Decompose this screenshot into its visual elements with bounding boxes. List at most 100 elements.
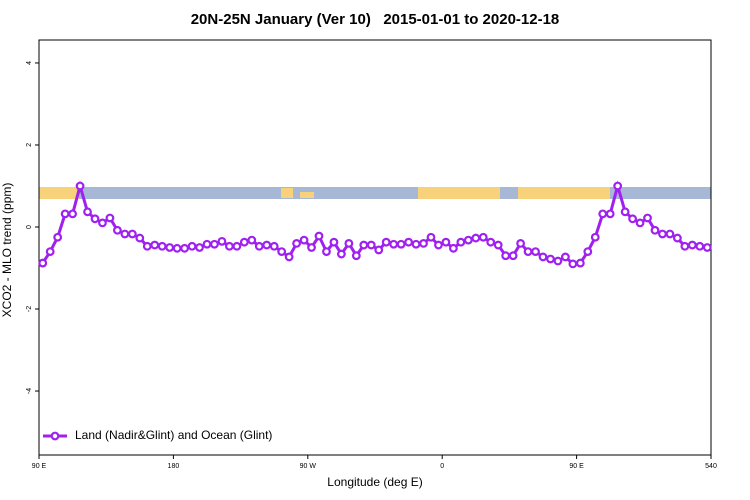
point	[180, 243, 190, 253]
point	[643, 213, 652, 223]
point	[590, 232, 600, 242]
point	[546, 254, 555, 264]
point	[658, 229, 667, 239]
point	[411, 239, 421, 249]
x-tick-label: 90 E	[32, 463, 47, 470]
point	[575, 258, 585, 268]
point	[389, 239, 399, 249]
point	[262, 240, 272, 250]
x-axis-label: Longitude (deg E)	[327, 475, 422, 489]
point	[493, 240, 503, 250]
point	[337, 249, 346, 259]
point	[299, 235, 309, 245]
point	[478, 232, 488, 242]
point	[75, 181, 85, 191]
point	[142, 241, 152, 251]
point	[441, 237, 451, 247]
point	[404, 237, 414, 247]
point	[628, 214, 637, 224]
point	[620, 207, 630, 217]
point	[247, 235, 257, 245]
y-tick-label: 4	[26, 61, 33, 65]
legend-marker	[50, 431, 60, 441]
point	[187, 241, 197, 251]
point	[665, 229, 675, 239]
point	[516, 238, 525, 248]
y-tick-label: 0	[26, 225, 33, 229]
point	[254, 241, 264, 251]
point	[105, 213, 115, 223]
point	[673, 233, 682, 243]
point	[419, 238, 428, 248]
point	[314, 231, 324, 241]
point	[307, 243, 316, 252]
point	[45, 247, 55, 257]
point	[90, 214, 100, 224]
x-tick-label: 540	[705, 463, 717, 470]
point	[583, 247, 593, 257]
point	[635, 218, 645, 228]
point	[463, 235, 473, 245]
point	[322, 247, 331, 257]
point	[695, 241, 705, 251]
point	[605, 209, 615, 219]
point	[687, 240, 697, 250]
point	[98, 218, 107, 228]
x-tick-label: 0	[440, 463, 444, 470]
point	[120, 229, 130, 239]
point	[157, 241, 167, 251]
point	[702, 243, 712, 252]
point	[366, 240, 376, 250]
point	[449, 243, 458, 253]
point	[224, 241, 234, 251]
point	[284, 252, 294, 262]
point	[232, 241, 242, 251]
point	[127, 229, 137, 239]
point	[613, 181, 623, 191]
point	[523, 247, 533, 257]
point	[381, 237, 391, 247]
point	[53, 232, 63, 242]
point	[202, 239, 212, 249]
point	[83, 207, 92, 217]
x-tick-label: 90 E	[569, 463, 584, 470]
y-tick-label: -2	[26, 306, 33, 312]
point	[195, 243, 204, 252]
point	[217, 236, 227, 246]
y-axis-label: XCO2 - MLO trend (ppm)	[0, 183, 14, 318]
point	[165, 243, 175, 252]
point	[650, 225, 660, 235]
point	[538, 252, 548, 262]
point	[210, 239, 219, 249]
point	[329, 237, 339, 247]
x-tick-label: 90 W	[300, 463, 317, 470]
point	[680, 241, 690, 251]
point	[112, 225, 122, 235]
y-tick-label: 2	[26, 143, 33, 147]
point	[486, 237, 496, 247]
point	[553, 256, 563, 266]
chart-title: 20N-25N January (Ver 10) 2015-01-01 to 2…	[191, 11, 560, 28]
point	[434, 240, 443, 250]
point	[396, 239, 406, 249]
point	[135, 233, 145, 243]
point	[60, 209, 70, 219]
point	[68, 209, 77, 219]
y-tick-label: -4	[26, 388, 33, 394]
point	[269, 241, 279, 251]
point	[568, 259, 578, 269]
point	[38, 258, 48, 268]
point	[150, 240, 160, 250]
point	[359, 240, 369, 250]
point	[561, 252, 570, 262]
point	[292, 238, 302, 248]
point	[501, 251, 511, 261]
point	[351, 251, 361, 261]
point	[471, 233, 481, 243]
point	[508, 251, 518, 261]
map-strip	[39, 187, 711, 199]
point	[344, 238, 354, 248]
legend-label: Land (Nadir&Glint) and Ocean (Glint)	[75, 428, 272, 442]
point	[531, 247, 540, 257]
